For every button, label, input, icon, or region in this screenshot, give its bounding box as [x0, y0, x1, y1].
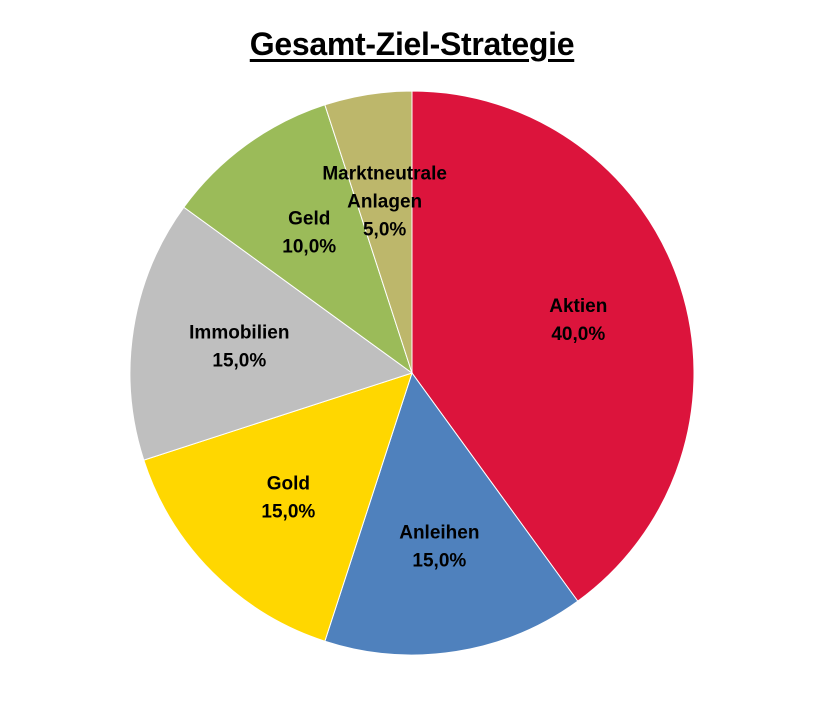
slice-name-anleihen: Anleihen: [399, 523, 479, 544]
slice-label-gold: Gold 15,0%: [261, 474, 315, 523]
slice-name-immobilien: Immobilien: [189, 323, 289, 344]
pie-slice-gold: [143, 372, 413, 642]
pie-labels: Aktien 40,0%Anleihen 15,0%Gold 15,0%Immobil…: [189, 163, 607, 571]
slice-label-anleihen: Anleihen 15,0%: [399, 523, 479, 572]
pie-slice-anleihen: [324, 371, 579, 656]
pie-slice-aktien: [411, 90, 695, 602]
slice-value-gold: 15,0%: [261, 502, 315, 523]
slice-name-marktneutrale-anlagen-line-2: Anlagen: [347, 191, 422, 212]
chart-title: Gesamt-Ziel-Strategie: [249, 26, 575, 62]
slice-label-aktien: Aktien 40,0%: [549, 296, 607, 345]
slice-value-anleihen: 15,0%: [412, 551, 466, 572]
pie-slices: [129, 90, 695, 656]
slice-label-geld: Geld 10,0%: [282, 209, 336, 258]
pie-slice-marktneutrale-anlagen: [324, 90, 413, 374]
slice-name-geld: Geld: [288, 209, 330, 230]
slice-value-aktien: 40,0%: [551, 324, 605, 345]
slice-value-geld: 10,0%: [282, 237, 336, 258]
pie-slice-immobilien: [129, 206, 414, 461]
slice-name-gold: Gold: [267, 474, 310, 495]
slice-label-immobilien: Immobilien 15,0%: [189, 323, 289, 372]
slice-name-aktien: Aktien: [549, 296, 607, 317]
slice-label-marktneutrale-anlagen: Marktneutrale Anlagen 5,0%: [322, 163, 447, 240]
pie-slice-geld: [183, 104, 413, 375]
slice-value-immobilien: 15,0%: [212, 351, 266, 372]
slice-name-marktneutrale-anlagen-line-1: Marktneutrale: [322, 163, 447, 184]
slice-value-marktneutrale-anlagen: 5,0%: [363, 219, 406, 240]
